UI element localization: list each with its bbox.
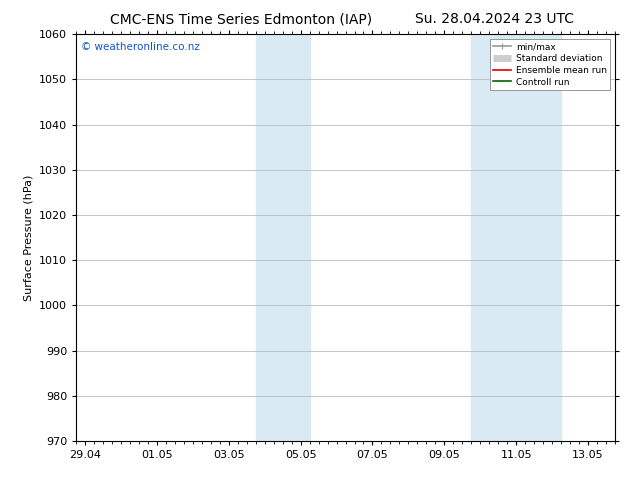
Bar — [256, 34, 309, 441]
Y-axis label: Surface Pressure (hPa): Surface Pressure (hPa) — [23, 174, 34, 301]
Text: CMC-ENS Time Series Edmonton (IAP): CMC-ENS Time Series Edmonton (IAP) — [110, 12, 372, 26]
Text: Su. 28.04.2024 23 UTC: Su. 28.04.2024 23 UTC — [415, 12, 574, 26]
Text: © weatheronline.co.nz: © weatheronline.co.nz — [81, 43, 200, 52]
Legend: min/max, Standard deviation, Ensemble mean run, Controll run: min/max, Standard deviation, Ensemble me… — [489, 39, 611, 90]
Bar — [471, 34, 561, 441]
